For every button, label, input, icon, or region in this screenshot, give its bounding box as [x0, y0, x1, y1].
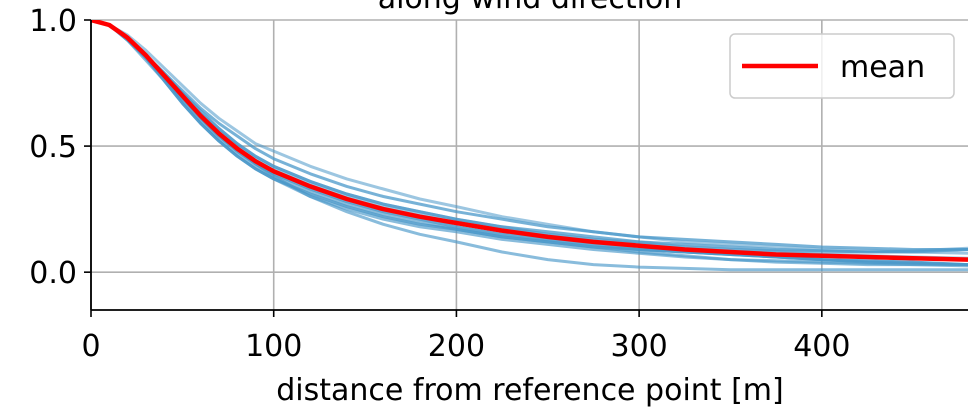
y-tick-label: 0.5 [29, 130, 77, 165]
chart-title: along wind direction [378, 0, 683, 16]
tick-labels: 0 100 200 300 400 0.0 0.5 1.0 [29, 4, 850, 364]
y-tick-label: 0.0 [29, 256, 77, 291]
legend: mean [729, 33, 955, 99]
x-tick-label: 400 [793, 329, 850, 364]
x-tick-label: 300 [610, 329, 667, 364]
y-tick-label: 1.0 [29, 4, 77, 39]
member-series-line [91, 20, 968, 268]
x-tick-label: 200 [428, 329, 485, 364]
member-series-line [91, 20, 968, 251]
mean-series-group [91, 20, 968, 262]
legend-mean-label: mean [840, 50, 925, 85]
plot-area [91, 20, 968, 272]
legend-box [729, 33, 955, 99]
x-tick-label: 100 [245, 329, 302, 364]
mean-series-line [91, 20, 968, 262]
member-series-line [91, 20, 968, 255]
x-axis-label: distance from reference point [m] [276, 373, 783, 408]
axes [84, 19, 968, 317]
x-tick-label: 0 [81, 329, 100, 364]
